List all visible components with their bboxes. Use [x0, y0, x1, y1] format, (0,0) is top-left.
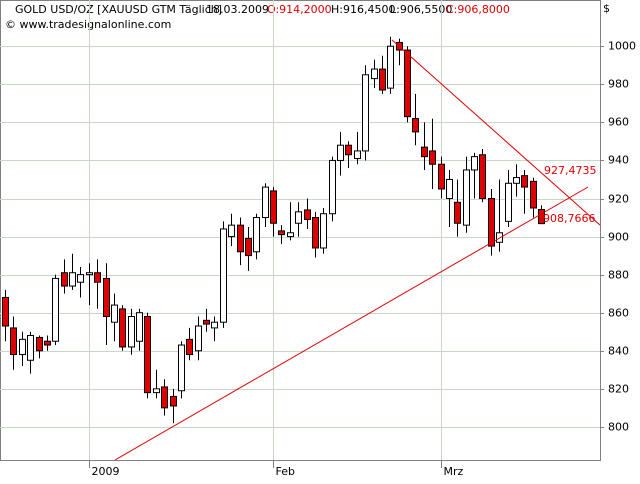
candle-body [270, 190, 277, 224]
candle-body [463, 169, 470, 226]
header-close: C:906,8000 [446, 3, 510, 16]
candle-body [161, 386, 168, 409]
candle-body [304, 209, 311, 220]
candle-body [471, 156, 478, 171]
header-open: O:914,2000 [267, 3, 332, 16]
y-tick-label: 860 [608, 307, 629, 320]
annotation: 908,7666 [543, 212, 596, 225]
candle-body [186, 338, 193, 356]
source: © www.tradesignalonline.com [5, 18, 171, 31]
candle-body [228, 224, 235, 238]
x-tick-label: 2009 [92, 465, 120, 478]
candle-body [438, 163, 445, 190]
header-high: H:916,4500 [331, 3, 395, 16]
candle-body [412, 118, 419, 133]
candle-body [320, 213, 327, 249]
y-tick-label: 980 [608, 78, 629, 91]
candle-body [429, 150, 436, 165]
candle-body [371, 68, 378, 80]
y-axis-label: $ [603, 2, 610, 15]
candle-body [178, 344, 185, 392]
candle-body [513, 177, 520, 184]
candle-body [538, 209, 545, 225]
candle-body [36, 336, 43, 352]
y-tick-label: 920 [608, 193, 629, 206]
header-low: L:906,5500 [390, 3, 452, 16]
candle-body [19, 338, 26, 356]
trend-line [114, 186, 589, 461]
candle-body [245, 237, 252, 257]
candles [2, 36, 545, 424]
candle-body [136, 312, 143, 342]
candle-body [69, 272, 76, 287]
candle-body [44, 340, 51, 346]
candle-body [211, 321, 218, 329]
candle-body [103, 277, 110, 317]
candle-body [530, 180, 537, 209]
header-date: 18.03.2009 [206, 3, 269, 16]
x-tick-label: Feb [276, 465, 295, 478]
candle-body [77, 274, 84, 283]
candle-body [521, 175, 528, 188]
y-tick-label: 880 [608, 269, 629, 282]
candle-body [488, 198, 495, 247]
candle-body [404, 49, 411, 118]
candle-body [354, 150, 361, 160]
candle-body [52, 277, 59, 342]
y-tick-label: 900 [608, 231, 629, 244]
candle-body [387, 45, 394, 89]
trend-line [391, 39, 601, 226]
candle-body [287, 232, 294, 238]
candle-body [111, 304, 118, 323]
y-tick-label: 840 [608, 345, 629, 358]
y-tick-label: 1000 [608, 40, 636, 53]
candle-body [94, 272, 101, 283]
candle-body [2, 296, 9, 327]
candle-body [195, 325, 202, 352]
candle-body [237, 224, 244, 253]
candle-body [220, 228, 227, 323]
candle-body [61, 272, 68, 287]
y-tick-label: 960 [608, 116, 629, 129]
candle-body [421, 146, 428, 158]
candle-body [345, 144, 352, 156]
y-tick-label: 820 [608, 383, 629, 396]
candle-body [10, 327, 17, 356]
candle-body [27, 335, 34, 361]
annotation: 927,4735 [544, 164, 597, 177]
candle-body [362, 74, 369, 152]
candle-body [86, 272, 93, 276]
candle-body [479, 154, 486, 200]
candle-body [295, 211, 302, 224]
candle-body [505, 182, 512, 222]
candle-body [278, 230, 285, 236]
plot-frame [0, 0, 601, 461]
candle-body [312, 217, 319, 249]
candle-body [262, 186, 269, 219]
x-tick-label: Mrz [444, 465, 464, 478]
candle-body [454, 201, 461, 224]
candle-body [144, 315, 151, 394]
candle-body [153, 388, 160, 394]
candle-body [203, 319, 210, 325]
candle-body [128, 315, 135, 348]
header-symbol: GOLD USD/OZ [XAUUSD GTM Täglich] [15, 3, 222, 16]
candle-body [446, 178, 453, 200]
candle-body [170, 395, 177, 407]
candle-body [253, 217, 260, 253]
candle-body [337, 144, 344, 161]
candle-body [379, 68, 386, 91]
y-tick-label: 940 [608, 154, 629, 167]
y-tick-label: 800 [608, 421, 629, 434]
candle-body [329, 159, 336, 215]
candle-body [119, 308, 126, 348]
